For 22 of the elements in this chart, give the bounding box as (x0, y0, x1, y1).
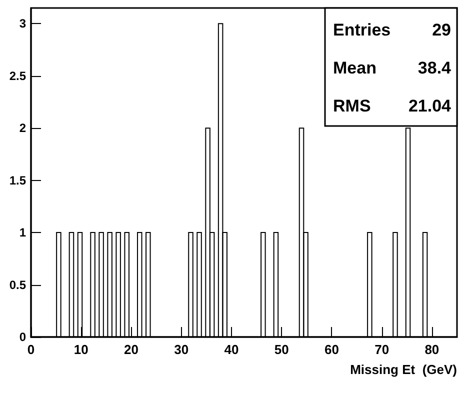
annotation: 38.4 (418, 58, 452, 78)
x-axis-title: Missing Et (GeV) (350, 362, 457, 377)
y-tick-label: 1 (19, 226, 26, 240)
y-tick-label: 2.5 (9, 68, 26, 83)
x-tick-label: 50 (274, 342, 289, 357)
annotation: Entries (333, 20, 391, 40)
annotation: 29 (432, 20, 451, 40)
x-tick-label: 60 (324, 342, 339, 357)
y-tick-label: 0 (19, 330, 26, 344)
y-tick-label: 2 (19, 121, 26, 136)
x-tick-label: 30 (174, 342, 189, 357)
x-tick-label: 70 (374, 342, 390, 357)
x-tick-label: 40 (224, 342, 239, 357)
y-tick-label: 0.5 (9, 278, 26, 292)
y-tick-label: 1.5 (9, 173, 26, 188)
y-tick-label: 3 (19, 16, 26, 31)
x-tick-label: 20 (124, 342, 138, 357)
annotation: 21.04 (408, 96, 452, 116)
annotation: Mean (333, 58, 376, 78)
x-tick-label: 10 (74, 342, 88, 357)
x-tick-label: 80 (424, 342, 440, 357)
annotation: RMS (333, 96, 371, 116)
